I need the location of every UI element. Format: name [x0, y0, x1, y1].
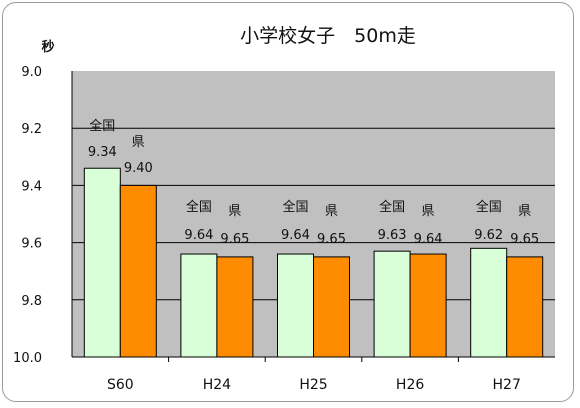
chart-title: 小学校女子 50m走	[240, 25, 416, 47]
bar-zenkoku	[83, 167, 121, 358]
data-label-series-zenkoku: 全国	[89, 118, 115, 134]
data-label-value-zenkoku: 9.64	[184, 228, 213, 243]
bar-ken	[409, 253, 447, 358]
data-label-series-ken: 県	[228, 204, 241, 219]
data-label-value-ken: 9.40	[124, 161, 153, 176]
x-category-label: H24	[203, 377, 231, 393]
data-label-value-ken: 9.65	[317, 232, 346, 247]
x-category-label: H27	[493, 377, 521, 393]
data-label-value-zenkoku: 9.62	[474, 228, 503, 243]
data-label-series-ken: 県	[325, 204, 338, 219]
y-tick-label: 9.4	[21, 179, 42, 194]
bar-zenkoku	[373, 250, 411, 358]
data-label-value-zenkoku: 9.63	[378, 228, 407, 243]
y-tick-label: 9.2	[21, 122, 42, 137]
y-tick-label: 9.8	[21, 294, 42, 309]
data-label-series-zenkoku: 全国	[282, 199, 308, 215]
bar-zenkoku	[180, 253, 218, 358]
data-label-value-ken: 9.64	[414, 232, 443, 247]
data-label-value-ken: 9.65	[510, 232, 539, 247]
y-tick-label: 9.0	[21, 65, 42, 80]
x-category-label: S60	[107, 377, 134, 393]
bar-ken	[506, 256, 544, 358]
bar-zenkoku	[277, 253, 314, 358]
data-label-series-zenkoku: 全国	[379, 199, 405, 215]
x-category-label: H25	[299, 377, 327, 393]
data-label-series-ken: 県	[518, 204, 531, 219]
y-tick-label: 10.0	[13, 351, 42, 366]
data-label-series-ken: 県	[132, 135, 145, 150]
y-axis-unit-label: 秒	[41, 39, 54, 55]
data-label-series-zenkoku: 全国	[186, 199, 212, 215]
bar-ken	[313, 256, 350, 358]
bar-zenkoku	[470, 247, 508, 358]
x-category-label: H26	[396, 377, 424, 393]
bar-ken	[216, 256, 254, 358]
data-label-series-zenkoku: 全国	[476, 199, 502, 215]
data-label-value-zenkoku: 9.64	[281, 228, 310, 243]
bar-ken	[119, 184, 157, 358]
y-tick-label: 9.6	[21, 237, 42, 252]
data-label-series-ken: 県	[422, 204, 435, 219]
data-label-value-ken: 9.65	[220, 232, 249, 247]
data-label-value-zenkoku: 9.34	[88, 145, 117, 160]
